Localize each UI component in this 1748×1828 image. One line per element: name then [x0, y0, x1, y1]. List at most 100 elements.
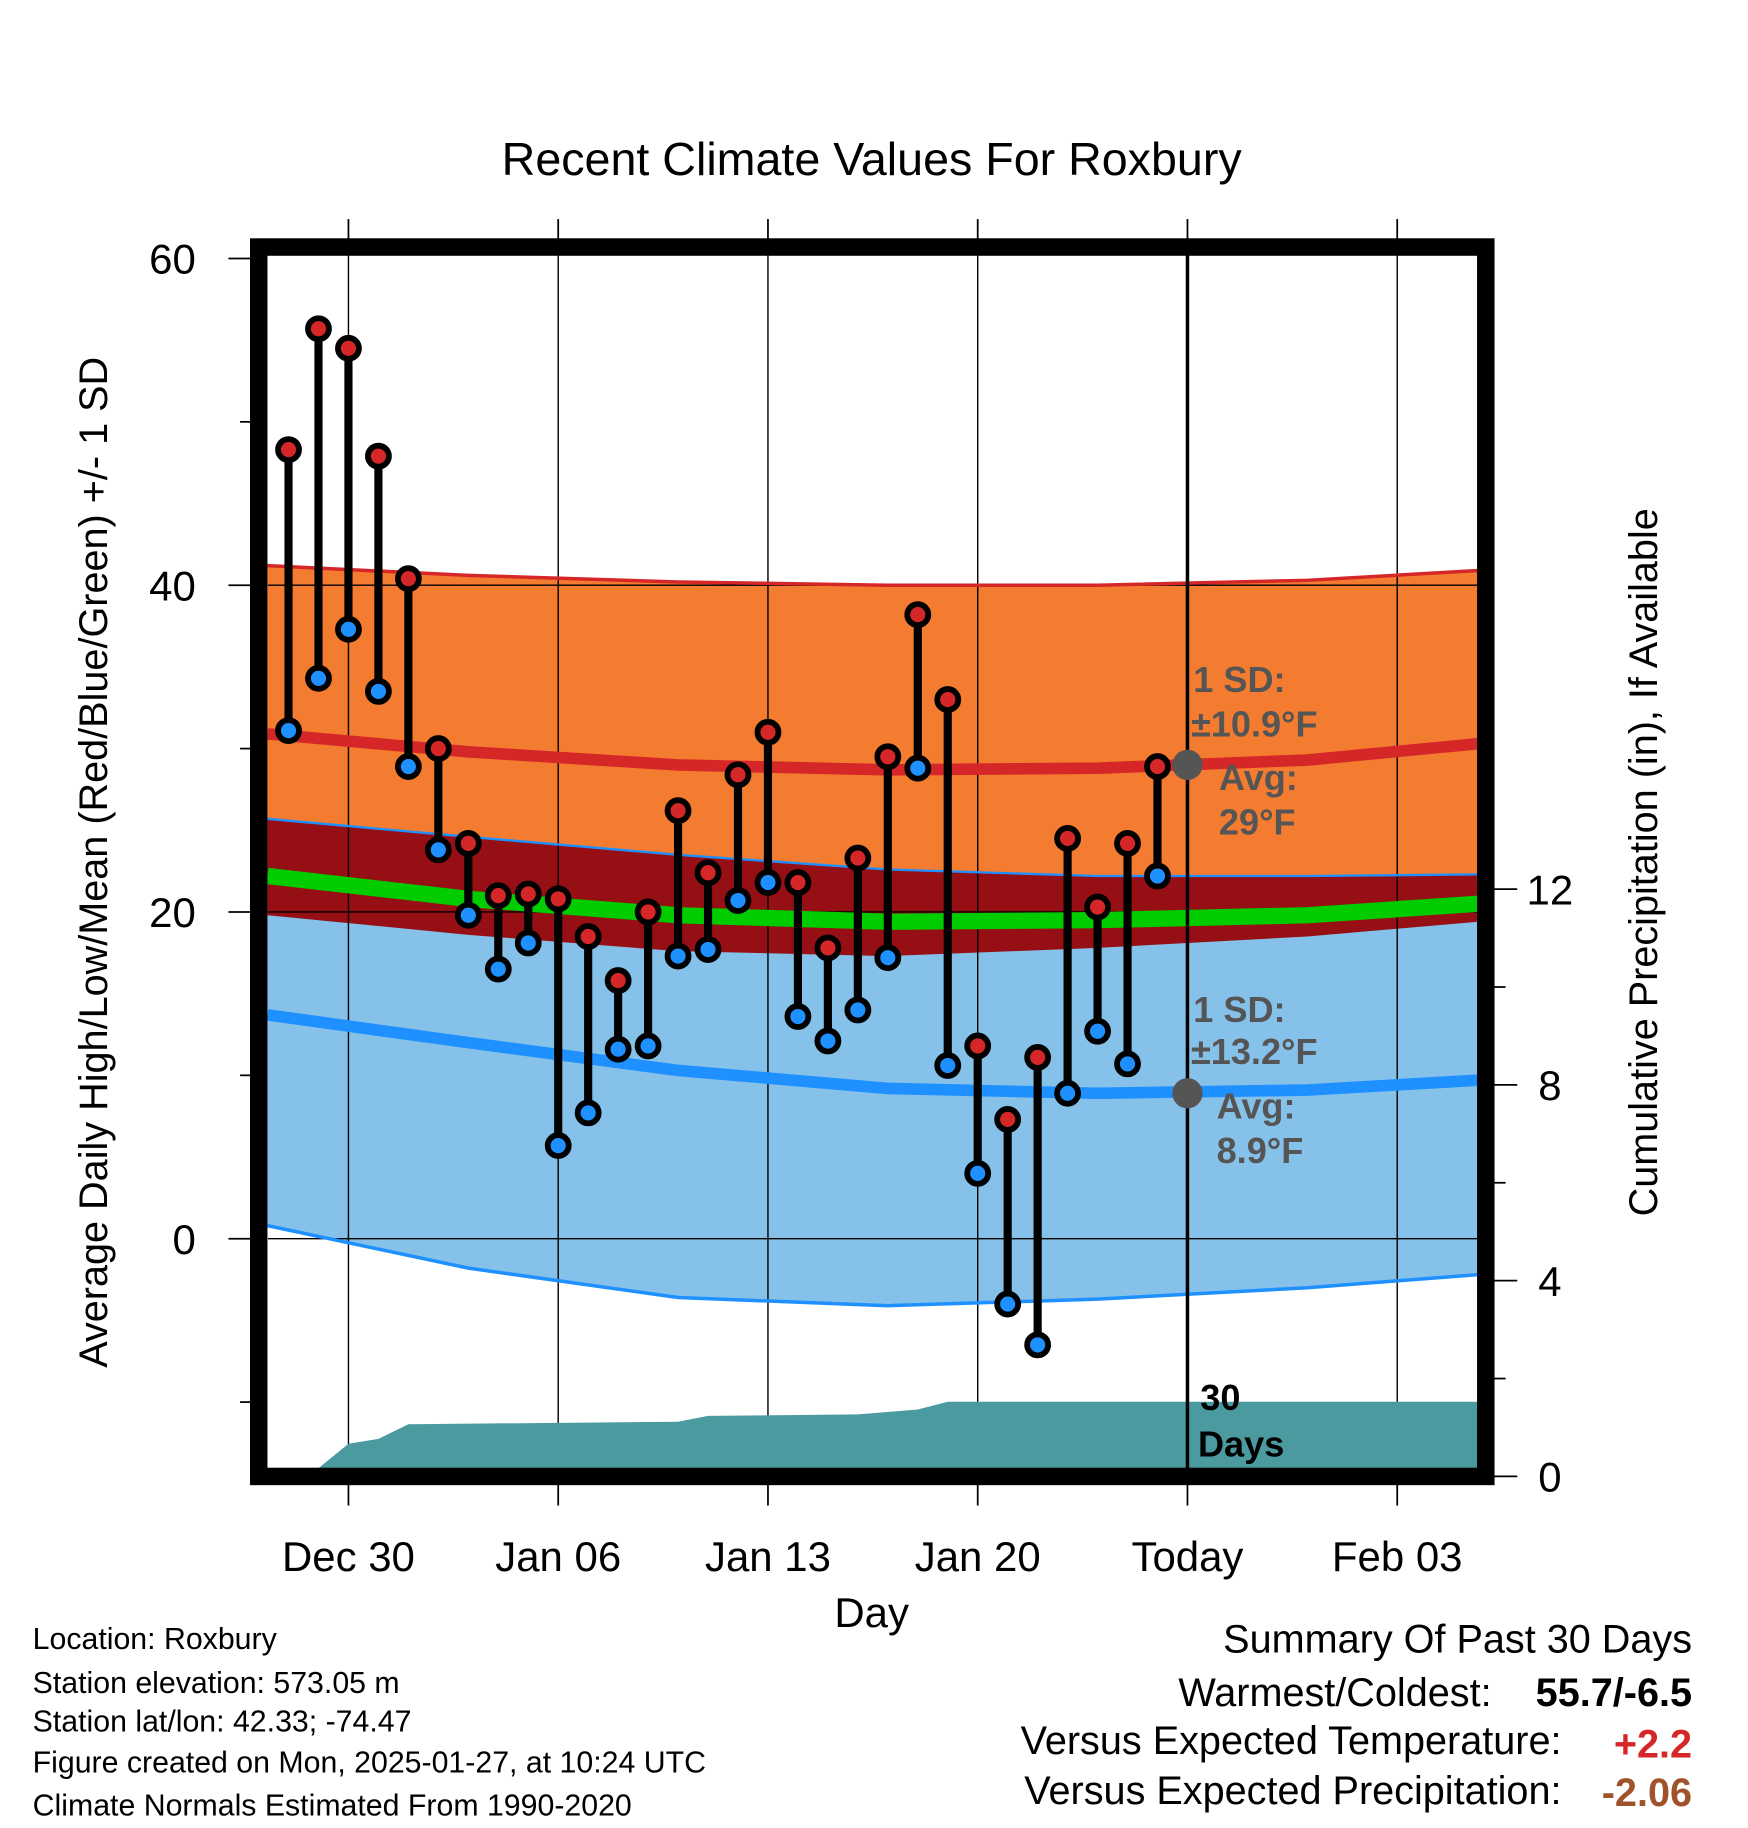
daily-high-point: [814, 934, 842, 962]
daily-high-point: [604, 967, 632, 994]
daily-high-point: [1144, 753, 1171, 780]
daily-low-point: [844, 996, 872, 1024]
y-tick-label: 60: [149, 236, 196, 283]
daily-high-point: [305, 315, 332, 343]
summary-warm-cold-value: 55.7/-6.5: [1536, 1671, 1692, 1715]
chart-title: Recent Climate Values For Roxbury: [502, 133, 1243, 185]
summary-temp-label: Versus Expected Temperature:: [1021, 1719, 1562, 1763]
footer-normals: Climate Normals Estimated From 1990-2020: [33, 1790, 632, 1823]
x-tick-label: Jan 13: [705, 1533, 831, 1580]
precip-cumulative-area: [267, 1401, 1479, 1469]
low-sd-value: ±13.2°F: [1191, 1031, 1318, 1072]
daily-high-point: [634, 898, 662, 926]
daily-low-point: [694, 936, 722, 963]
daily-high-point: [964, 1032, 992, 1060]
low-avg-marker: [1172, 1078, 1203, 1109]
daily-low-point: [514, 929, 542, 957]
footer-created: Figure created on Mon, 2025-01-27, at 10…: [33, 1746, 706, 1779]
daily-low-point: [664, 942, 692, 970]
daily-low-point: [604, 1035, 632, 1063]
daily-low-point: [544, 1132, 572, 1159]
normal-bands: [267, 565, 1479, 1306]
daily-low-point: [874, 944, 902, 972]
daily-high-point: [574, 923, 602, 950]
daily-low-point: [814, 1027, 842, 1055]
daily-high-point: [994, 1106, 1022, 1133]
daily-high-point: [365, 442, 392, 470]
daily-low-point: [1114, 1050, 1141, 1078]
precip-period-label-days: Days: [1198, 1424, 1284, 1465]
daily-high-point: [1054, 825, 1082, 852]
daily-high-point: [934, 686, 962, 713]
low-sd-label: 1 SD:: [1193, 989, 1285, 1030]
low-lower-line: [267, 1223, 1479, 1308]
daily-low-point: [1144, 862, 1171, 890]
high-avg-label: Avg:: [1219, 757, 1298, 798]
high-avg-marker: [1172, 749, 1203, 781]
y2-tick-label: 8: [1538, 1062, 1561, 1109]
daily-high-point: [1114, 829, 1141, 857]
plot-frame: [249, 238, 1495, 1486]
y-tick-label: 0: [172, 1216, 195, 1263]
daily-low-point: [1054, 1079, 1082, 1107]
daily-high-point: [335, 334, 362, 362]
y-tick-label: 40: [149, 562, 196, 609]
summary-temp-value: +2.2: [1614, 1722, 1692, 1766]
daily-low-point: [305, 664, 332, 692]
daily-low-point: [994, 1290, 1022, 1318]
x-tick-label: Feb 03: [1332, 1533, 1463, 1580]
y2-tick-label: 4: [1538, 1258, 1561, 1305]
y2-tick-label: 12: [1527, 866, 1574, 913]
daily-low-point: [784, 1003, 812, 1030]
daily-high-point: [394, 565, 422, 593]
daily-values: [275, 315, 1171, 1359]
precip-period-label: 30: [1200, 1377, 1240, 1418]
daily-high-point: [1084, 893, 1111, 921]
x-tick-label: Dec 30: [282, 1533, 415, 1580]
low-avg-value: 8.9°F: [1217, 1130, 1304, 1171]
daily-high-point: [784, 869, 812, 896]
daily-high-point: [424, 735, 452, 762]
daily-low-point: [904, 754, 932, 782]
summary-precip-value: -2.06: [1602, 1771, 1692, 1815]
daily-high-point: [664, 797, 692, 825]
daily-high-point: [544, 885, 572, 913]
daily-high-point: [754, 718, 782, 746]
daily-high-point: [484, 882, 512, 910]
x-tick-label: Jan 20: [915, 1533, 1041, 1580]
high-avg-value: 29°F: [1219, 801, 1296, 842]
daily-high-point: [904, 601, 932, 629]
x-tick-label: Jan 06: [495, 1533, 621, 1580]
daily-low-point: [1084, 1017, 1111, 1045]
daily-high-point: [275, 436, 302, 464]
daily-low-point: [365, 678, 392, 705]
footer-location: Location: Roxbury: [33, 1623, 278, 1656]
daily-high-point: [514, 880, 542, 908]
summary-precip-label: Versus Expected Precipitation:: [1024, 1769, 1561, 1813]
daily-high-point: [454, 829, 482, 857]
y-tick-label: 20: [149, 889, 196, 936]
axes: Dec 30 Jan 06 Jan 13 Jan 20 Today Feb 0360402…: [149, 219, 1573, 1580]
daily-low-point: [964, 1159, 992, 1187]
daily-low-point: [424, 836, 452, 864]
high-upper-line: [267, 563, 1479, 587]
daily-high-point: [694, 859, 722, 887]
daily-high-point: [724, 761, 752, 789]
daily-low-point: [634, 1032, 662, 1060]
daily-high-point: [874, 743, 902, 771]
footer-latlon: Station lat/lon: 42.33; -74.47: [33, 1706, 412, 1739]
daily-low-point: [275, 717, 302, 745]
daily-low-point: [934, 1052, 962, 1079]
low-avg-label: Avg:: [1217, 1086, 1296, 1127]
daily-low-point: [454, 901, 482, 929]
precip-area: [267, 1401, 1479, 1469]
low-mean-line: [266, 1009, 1479, 1100]
y2-tick-label: 0: [1538, 1454, 1561, 1501]
high-sd-value: ±10.9°F: [1191, 703, 1318, 744]
daily-low-point: [574, 1099, 602, 1127]
high-sd-label: 1 SD:: [1193, 659, 1285, 700]
daily-low-point: [335, 615, 362, 643]
x-axis-label: Day: [834, 1589, 909, 1636]
daily-low-point: [754, 869, 782, 896]
y-axis-label: Average Daily High/Low/Mean (Red/Blue/Gr…: [72, 357, 116, 1368]
